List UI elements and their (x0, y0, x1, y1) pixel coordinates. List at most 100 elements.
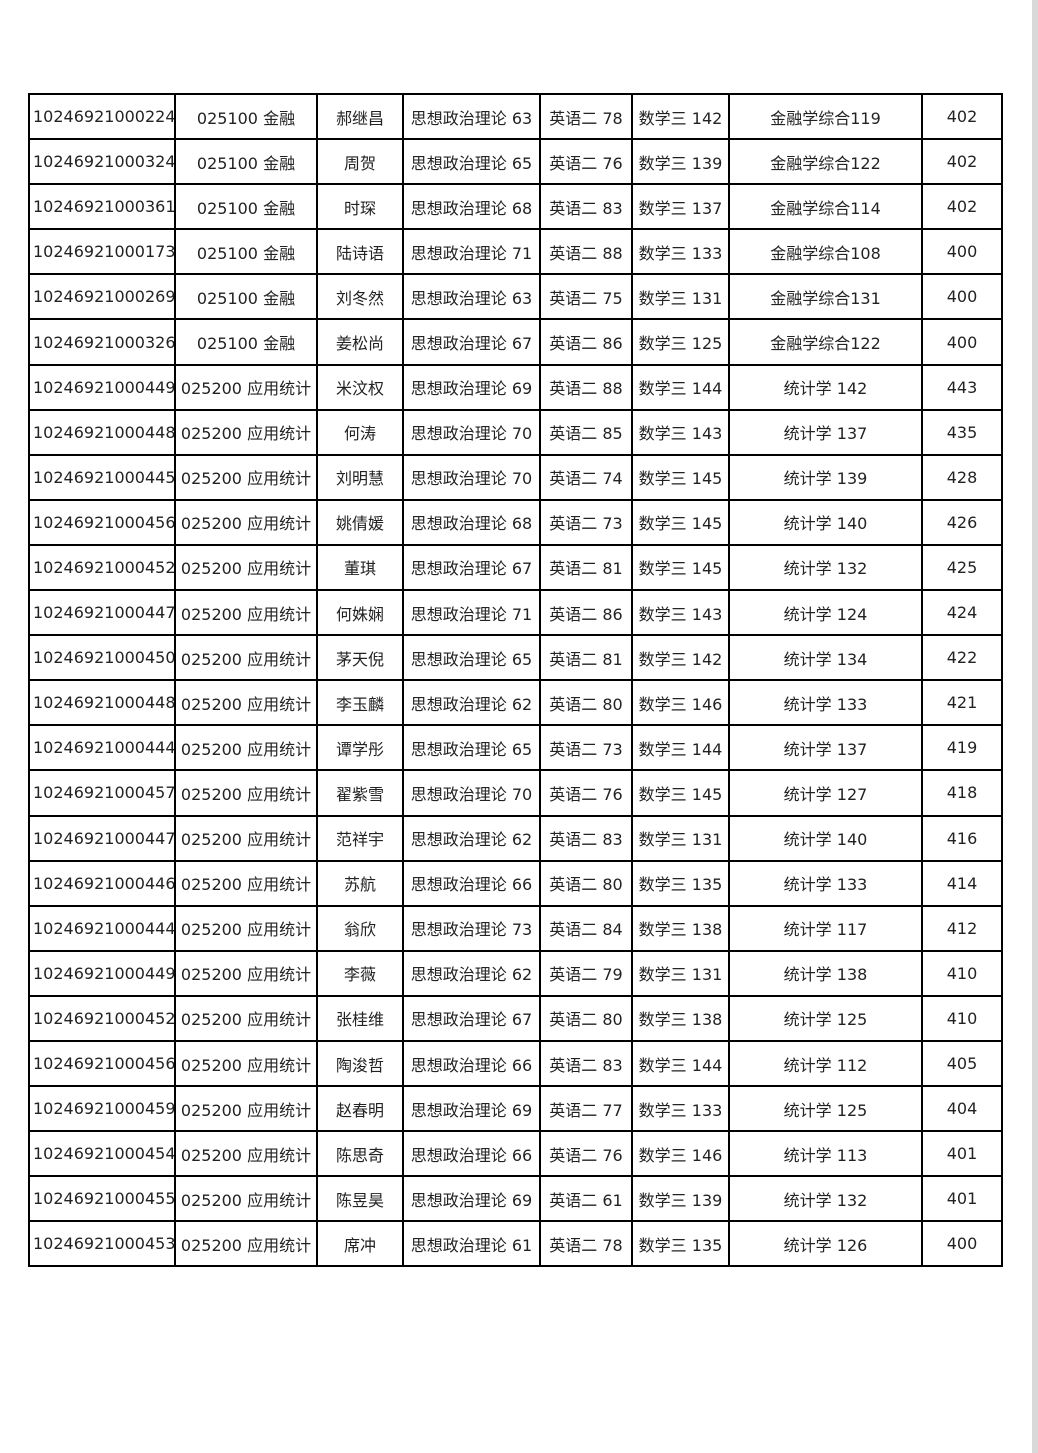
specialty-score-cell: 统计学 132 (728, 1175, 923, 1223)
total-score-cell: 419 (921, 724, 1003, 772)
specialty-score-cell: 金融学综合108 (728, 228, 923, 276)
candidate-id-cell: 102469210004486 (28, 679, 176, 727)
politics-score-cell: 思想政治理论 67 (402, 318, 541, 366)
major-cell: 025200 应用统计 (174, 589, 318, 637)
name-cell: 陈思奇 (316, 1130, 404, 1178)
name-cell: 何姝娴 (316, 589, 404, 637)
specialty-score-cell: 统计学 140 (728, 498, 923, 546)
major-cell: 025200 应用统计 (174, 634, 318, 682)
politics-score-cell: 思想政治理论 66 (402, 1039, 541, 1088)
english-score-cell: 英语二 80 (539, 859, 633, 907)
politics-score-cell: 思想政治理论 69 (402, 1175, 541, 1223)
english-score-cell: 英语二 88 (539, 363, 633, 411)
politics-score-cell: 思想政治理论 68 (402, 498, 541, 546)
candidate-id-cell: 102469210004464 (28, 859, 176, 907)
total-score-cell: 422 (921, 634, 1003, 682)
math-score-cell: 数学三 143 (631, 589, 730, 637)
major-cell: 025200 应用统计 (174, 1085, 318, 1133)
candidate-id-cell: 102469210004577 (28, 769, 176, 817)
major-cell: 025100 金融 (174, 318, 318, 366)
math-score-cell: 数学三 144 (631, 1039, 730, 1088)
name-cell: 席冲 (316, 1220, 404, 1268)
major-cell: 025100 金融 (174, 92, 318, 141)
specialty-score-cell: 统计学 133 (728, 679, 923, 727)
table-row: 102469210004546 025200 应用统计 陈思奇 思想政治理论 66 英语… (28, 1130, 1003, 1178)
total-score-cell: 435 (921, 408, 1003, 456)
math-score-cell: 数学三 133 (631, 1085, 730, 1133)
major-cell: 025200 应用统计 (174, 543, 318, 592)
politics-score-cell: 思想政治理论 63 (402, 92, 541, 141)
candidate-id-cell: 102469210004454 (28, 453, 176, 501)
candidate-id-cell: 102469210004479 (28, 814, 176, 862)
specialty-score-cell: 统计学 137 (728, 408, 923, 456)
politics-score-cell: 思想政治理论 69 (402, 1085, 541, 1133)
politics-score-cell: 思想政治理论 68 (402, 183, 541, 231)
specialty-score-cell: 金融学综合131 (728, 273, 923, 321)
name-cell: 李玉麟 (316, 679, 404, 727)
math-score-cell: 数学三 139 (631, 138, 730, 186)
name-cell: 张桂维 (316, 994, 404, 1042)
name-cell: 刘冬然 (316, 273, 404, 321)
name-cell: 刘明慧 (316, 453, 404, 501)
math-score-cell: 数学三 138 (631, 904, 730, 952)
name-cell: 苏航 (316, 859, 404, 907)
english-score-cell: 英语二 74 (539, 453, 633, 501)
english-score-cell: 英语二 76 (539, 1130, 633, 1178)
total-score-cell: 402 (921, 138, 1003, 186)
specialty-score-cell: 统计学 125 (728, 1085, 923, 1133)
candidate-id-cell: 102469210004526 (28, 994, 176, 1042)
candidate-id-cell: 102469210004448 (28, 904, 176, 952)
candidate-id-cell: 102469210004592 (28, 1085, 176, 1133)
table-row: 102469210003613 025100 金融 时琛 思想政治理论 68 英语二 8… (28, 183, 1003, 231)
candidate-id-cell: 102469210004567 (28, 1039, 176, 1088)
total-score-cell: 405 (921, 1039, 1003, 1088)
specialty-score-cell: 统计学 139 (728, 453, 923, 501)
scrollbar[interactable] (1032, 0, 1038, 1453)
math-score-cell: 数学三 138 (631, 994, 730, 1042)
total-score-cell: 424 (921, 589, 1003, 637)
name-cell: 姚倩媛 (316, 498, 404, 546)
major-cell: 025200 应用统计 (174, 814, 318, 862)
candidate-id-cell: 102469210004546 (28, 1130, 176, 1178)
candidate-id-cell: 102469210004498 (28, 949, 176, 997)
math-score-cell: 数学三 145 (631, 498, 730, 546)
specialty-score-cell: 统计学 124 (728, 589, 923, 637)
name-cell: 郝继昌 (316, 92, 404, 141)
politics-score-cell: 思想政治理论 67 (402, 994, 541, 1042)
specialty-score-cell: 统计学 126 (728, 1220, 923, 1268)
total-score-cell: 443 (921, 363, 1003, 411)
name-cell: 米汶权 (316, 363, 404, 411)
english-score-cell: 英语二 80 (539, 679, 633, 727)
candidate-id-cell: 102469210003240 (28, 138, 176, 186)
name-cell: 翁欣 (316, 904, 404, 952)
major-cell: 025200 应用统计 (174, 1175, 318, 1223)
total-score-cell: 402 (921, 183, 1003, 231)
politics-score-cell: 思想政治理论 61 (402, 1220, 541, 1268)
politics-score-cell: 思想政治理论 65 (402, 724, 541, 772)
name-cell: 陆诗语 (316, 228, 404, 276)
name-cell: 周贺 (316, 138, 404, 186)
table-row: 102469210001737 025100 金融 陆诗语 思想政治理论 71 英语二 … (28, 228, 1003, 276)
english-score-cell: 英语二 61 (539, 1175, 633, 1223)
english-score-cell: 英语二 79 (539, 949, 633, 997)
name-cell: 茅天倪 (316, 634, 404, 682)
politics-score-cell: 思想政治理论 70 (402, 769, 541, 817)
total-score-cell: 414 (921, 859, 1003, 907)
math-score-cell: 数学三 137 (631, 183, 730, 231)
table-row: 102469210004444 025200 应用统计 谭学彤 思想政治理论 65 英语… (28, 724, 1003, 772)
name-cell: 姜松尚 (316, 318, 404, 366)
math-score-cell: 数学三 131 (631, 814, 730, 862)
specialty-score-cell: 统计学 125 (728, 994, 923, 1042)
total-score-cell: 410 (921, 949, 1003, 997)
politics-score-cell: 思想政治理论 63 (402, 273, 541, 321)
politics-score-cell: 思想政治理论 62 (402, 949, 541, 997)
table-row: 102469210004448 025200 应用统计 翁欣 思想政治理论 73 英语二… (28, 904, 1003, 952)
politics-score-cell: 思想政治理论 71 (402, 228, 541, 276)
major-cell: 025100 金融 (174, 183, 318, 231)
table-row: 102469210004486 025200 应用统计 李玉麟 思想政治理论 62 英语… (28, 679, 1003, 727)
total-score-cell: 400 (921, 1220, 1003, 1268)
politics-score-cell: 思想政治理论 70 (402, 408, 541, 456)
candidate-id-cell: 102469210004535 (28, 1220, 176, 1268)
table-row: 102469210004464 025200 应用统计 苏航 思想政治理论 66 英语二… (28, 859, 1003, 907)
politics-score-cell: 思想政治理论 67 (402, 543, 541, 592)
